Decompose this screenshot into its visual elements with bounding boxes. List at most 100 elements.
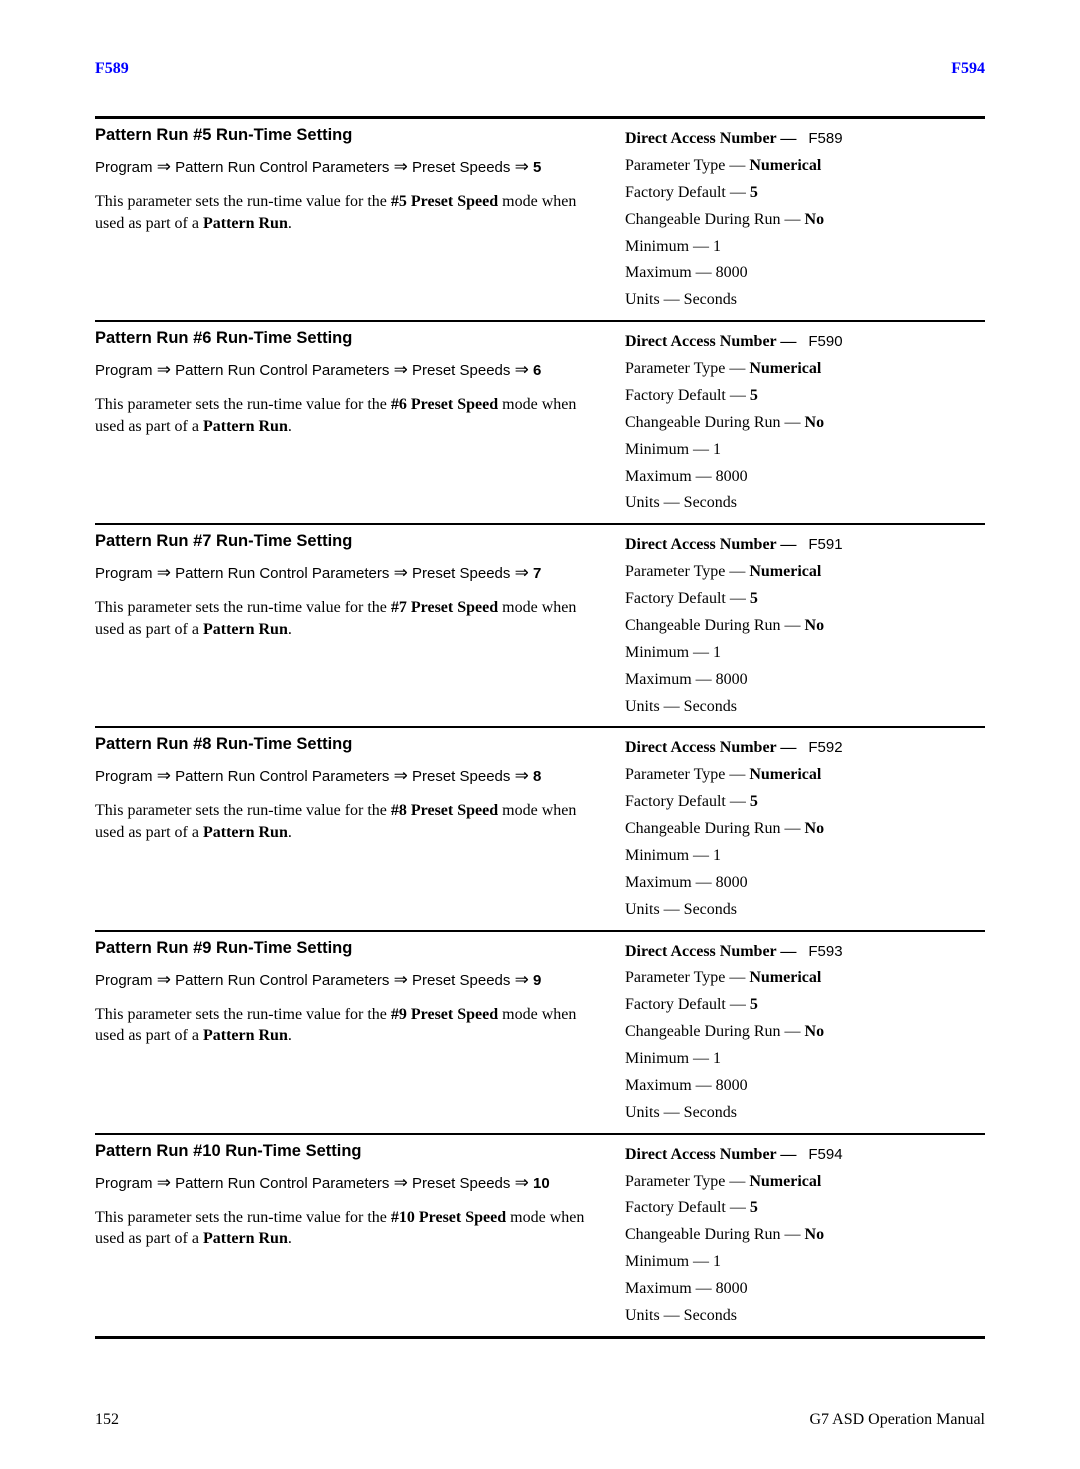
param-left-column: Pattern Run #9 Run-Time Setting Program ⇒…: [95, 939, 625, 1127]
param-title: Pattern Run #8 Run-Time Setting: [95, 735, 605, 754]
parameter-type: Parameter Type — Numerical: [625, 1169, 985, 1196]
preset-id: #7 Preset Speed: [391, 599, 498, 616]
parameter-block: Pattern Run #9 Run-Time Setting Program ⇒…: [95, 930, 985, 1133]
desc-text: This parameter sets the run-time value f…: [95, 802, 391, 819]
parameter-block: Pattern Run #7 Run-Time SettingProgram ⇒…: [95, 523, 985, 726]
parameter-type: Parameter Type — Numerical: [625, 153, 985, 180]
minimum: Minimum — 1: [625, 843, 985, 870]
param-left-column: Pattern Run #5 Run-Time Setting Program ⇒…: [95, 126, 625, 314]
preset-id: #10 Preset Speed: [391, 1209, 506, 1226]
direct-access-number: Direct Access Number — F589: [625, 126, 985, 153]
direct-access-number: Direct Access Number — F590: [625, 329, 985, 356]
path-value: 9: [533, 972, 541, 989]
changeable-during-run: Changeable During Run — No: [625, 816, 985, 843]
param-right-column: Direct Access Number — F589Parameter Typ…: [625, 126, 985, 314]
path-segment: Pattern Run Control Parameters: [175, 362, 389, 379]
pattern-run-text: Pattern Run: [203, 1230, 288, 1247]
param-path: Program ⇒ Pattern Run Control Parameters…: [95, 563, 605, 583]
param-left-column: Pattern Run #6 Run-Time Setting Program ⇒…: [95, 329, 625, 517]
units: Units — Seconds: [625, 490, 985, 517]
path-segment: Pattern Run Control Parameters: [175, 1175, 389, 1192]
units: Units — Seconds: [625, 1100, 985, 1127]
param-description: This parameter sets the run-time value f…: [95, 394, 605, 437]
path-value: 6: [533, 362, 541, 379]
arrow-icon: ⇒: [394, 563, 408, 582]
desc-text: This parameter sets the run-time value f…: [95, 1006, 391, 1023]
units: Units — Seconds: [625, 897, 985, 924]
desc-text: This parameter sets the run-time value f…: [95, 1209, 391, 1226]
param-path: Program ⇒ Pattern Run Control Parameters…: [95, 970, 605, 990]
preset-id: #6 Preset Speed: [391, 396, 498, 413]
maximum: Maximum — 8000: [625, 260, 985, 287]
path-segment: Program: [95, 1175, 153, 1192]
param-description: This parameter sets the run-time value f…: [95, 597, 605, 640]
arrow-icon: ⇒: [157, 766, 171, 785]
pattern-run-text: Pattern Run: [203, 215, 288, 232]
param-title: Pattern Run #6 Run-Time Setting: [95, 329, 605, 348]
arrow-icon: ⇒: [515, 157, 529, 176]
preset-id: #8 Preset Speed: [391, 802, 498, 819]
arrow-icon: ⇒: [515, 563, 529, 582]
preset-id: #9 Preset Speed: [391, 1006, 498, 1023]
path-segment: Preset Speeds: [412, 1175, 510, 1192]
desc-text: This parameter sets the run-time value f…: [95, 396, 391, 413]
arrow-icon: ⇒: [157, 970, 171, 989]
factory-default: Factory Default — 5: [625, 180, 985, 207]
next-link[interactable]: F594: [951, 60, 985, 78]
arrow-icon: ⇒: [394, 360, 408, 379]
path-value: 7: [533, 565, 541, 582]
minimum: Minimum — 1: [625, 1046, 985, 1073]
maximum: Maximum — 8000: [625, 870, 985, 897]
path-value: 8: [533, 768, 541, 785]
path-segment: Program: [95, 768, 153, 785]
changeable-during-run: Changeable During Run — No: [625, 410, 985, 437]
path-segment: Pattern Run Control Parameters: [175, 768, 389, 785]
arrow-icon: ⇒: [157, 563, 171, 582]
prev-link[interactable]: F589: [95, 60, 129, 78]
path-segment: Pattern Run Control Parameters: [175, 565, 389, 582]
param-description: This parameter sets the run-time value f…: [95, 1207, 605, 1250]
desc-text: This parameter sets the run-time value f…: [95, 599, 391, 616]
path-segment: Preset Speeds: [412, 565, 510, 582]
parameter-type: Parameter Type — Numerical: [625, 762, 985, 789]
arrow-icon: ⇒: [515, 970, 529, 989]
preset-id: #5 Preset Speed: [391, 193, 498, 210]
path-segment: Program: [95, 565, 153, 582]
param-left-column: Pattern Run #8 Run-Time Setting Program ⇒…: [95, 735, 625, 923]
minimum: Minimum — 1: [625, 1249, 985, 1276]
minimum: Minimum — 1: [625, 234, 985, 261]
param-title: Pattern Run #5 Run-Time Setting: [95, 126, 605, 145]
desc-text: .: [288, 824, 292, 841]
desc-text: .: [288, 621, 292, 638]
path-segment: Preset Speeds: [412, 362, 510, 379]
page-number: 152: [95, 1411, 119, 1429]
param-left-column: Pattern Run #10 Run-Time SettingProgram …: [95, 1142, 625, 1330]
minimum: Minimum — 1: [625, 437, 985, 464]
arrow-icon: ⇒: [157, 157, 171, 176]
maximum: Maximum — 8000: [625, 1276, 985, 1303]
param-right-column: Direct Access Number — F593Parameter Typ…: [625, 939, 985, 1127]
changeable-during-run: Changeable During Run — No: [625, 207, 985, 234]
manual-title: G7 ASD Operation Manual: [809, 1411, 985, 1429]
param-title: Pattern Run #9 Run-Time Setting: [95, 939, 605, 958]
param-title: Pattern Run #10 Run-Time Setting: [95, 1142, 605, 1161]
param-description: This parameter sets the run-time value f…: [95, 191, 605, 234]
factory-default: Factory Default — 5: [625, 789, 985, 816]
parameter-type: Parameter Type — Numerical: [625, 356, 985, 383]
arrow-icon: ⇒: [394, 970, 408, 989]
parameter-block: Pattern Run #10 Run-Time SettingProgram …: [95, 1133, 985, 1339]
arrow-icon: ⇒: [157, 1173, 171, 1192]
param-left-column: Pattern Run #7 Run-Time SettingProgram ⇒…: [95, 532, 625, 720]
minimum: Minimum — 1: [625, 640, 985, 667]
path-segment: Pattern Run Control Parameters: [175, 972, 389, 989]
maximum: Maximum — 8000: [625, 1073, 985, 1100]
pattern-run-text: Pattern Run: [203, 1027, 288, 1044]
param-right-column: Direct Access Number — F594Parameter Typ…: [625, 1142, 985, 1330]
param-path: Program ⇒ Pattern Run Control Parameters…: [95, 360, 605, 380]
param-path: Program ⇒ Pattern Run Control Parameters…: [95, 157, 605, 177]
path-segment: Program: [95, 972, 153, 989]
direct-access-number: Direct Access Number — F591: [625, 532, 985, 559]
units: Units — Seconds: [625, 694, 985, 721]
desc-text: .: [288, 418, 292, 435]
changeable-during-run: Changeable During Run — No: [625, 1019, 985, 1046]
